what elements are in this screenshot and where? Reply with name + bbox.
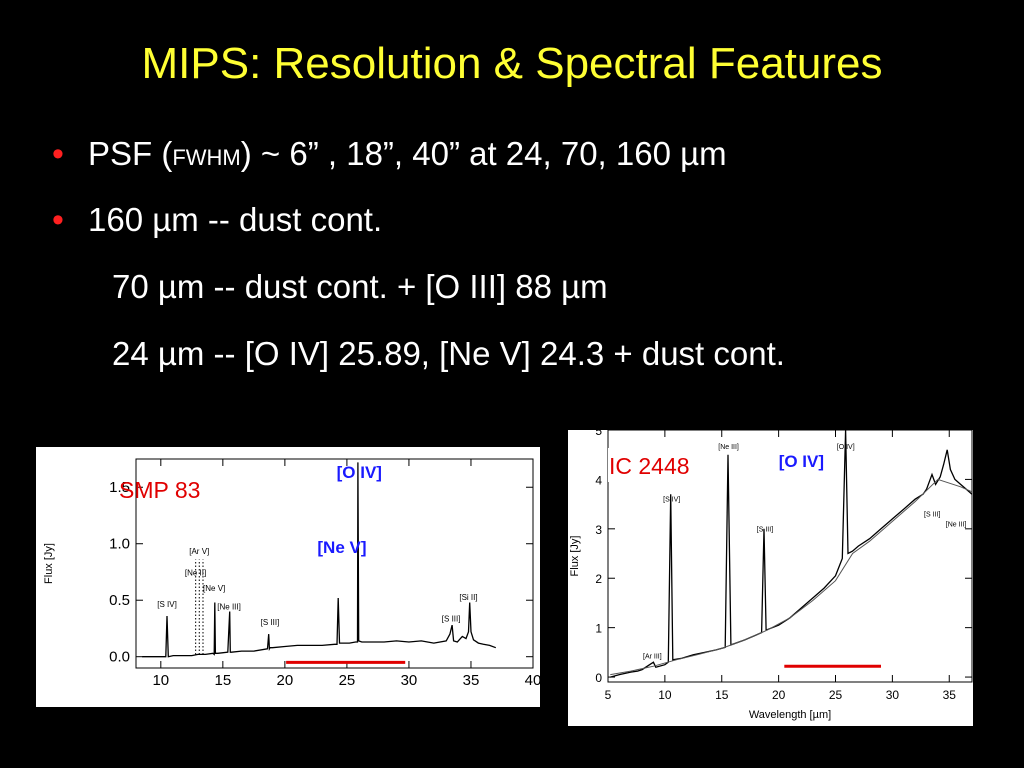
spectrum-series-2 bbox=[610, 478, 973, 676]
x-axis-label: Wavelength [µm] bbox=[749, 709, 831, 721]
bullet-dot: • bbox=[52, 201, 64, 239]
x-tick-label: 5 bbox=[605, 688, 612, 702]
bullet-text-post: ) ~ 6” , 18”, 40” at 24, 70, 160 µm bbox=[240, 135, 727, 172]
plot-frame bbox=[607, 430, 973, 683]
y-tick-label: 4 bbox=[595, 473, 602, 487]
x-tick-label: 35 bbox=[463, 672, 480, 689]
line-label: [S III] bbox=[757, 526, 773, 533]
line-label: [Ne V] bbox=[203, 584, 225, 593]
line-label: [Si II] bbox=[459, 593, 477, 602]
y-tick-label: 3 bbox=[595, 523, 602, 537]
line-label: [Ne V] bbox=[317, 538, 366, 557]
y-tick-label: 2 bbox=[595, 572, 602, 586]
object-label: SMP 83 bbox=[119, 477, 200, 503]
line-label: [Ar III] bbox=[643, 653, 662, 660]
x-tick-label: 35 bbox=[943, 688, 957, 702]
line-label: [S III] bbox=[442, 615, 461, 624]
y-tick-label: 1 bbox=[595, 622, 602, 636]
line-label: [S III] bbox=[924, 511, 940, 518]
bullet-text-fwhm: FWHM bbox=[172, 145, 241, 170]
subline-24: 24 µm -- [O IV] 25.89, [Ne V] 24.3 + dus… bbox=[112, 335, 785, 372]
y-axis-label: Flux [Jy] bbox=[43, 543, 55, 584]
y-tick-label: 0.5 bbox=[109, 592, 130, 609]
line-label: [Ne III] bbox=[718, 444, 739, 451]
spectrum-panel-ic2448: 5 10 15 20 25 30 35 0 1 2 3 4 5 Flux [Jy] Wavelength [… bbox=[568, 430, 973, 726]
x-tick-label: 40 bbox=[525, 672, 540, 689]
x-tick-label: 20 bbox=[772, 688, 786, 702]
x-tick-label: 10 bbox=[152, 672, 169, 689]
spectrum-panel-smp83: 10 15 20 25 30 35 40 0.0 0.5 1.0 1.5 Flux [Jy] [S IV… bbox=[36, 447, 540, 707]
spectrum-series-1 bbox=[610, 430, 973, 678]
y-tick-label: 0 bbox=[595, 671, 602, 685]
spectrum-plot-smp83: 10 15 20 25 30 35 40 0.0 0.5 1.0 1.5 Flux [Jy] [S IV… bbox=[43, 458, 540, 689]
y-axis-label: Flux [Jy] bbox=[569, 536, 581, 577]
y-tick-label: 5 bbox=[595, 430, 602, 438]
x-tick-label: 15 bbox=[215, 672, 232, 689]
object-label-bg bbox=[608, 448, 716, 482]
y-tick-label: 1.0 bbox=[109, 536, 130, 553]
x-tick-label: 20 bbox=[277, 672, 294, 689]
x-tick-label: 25 bbox=[339, 672, 356, 689]
bullet-dot: • bbox=[52, 135, 64, 173]
bullet-text: 160 µm -- dust cont. bbox=[88, 201, 383, 238]
x-tick-label: 25 bbox=[829, 688, 843, 702]
plot-frame bbox=[135, 458, 534, 669]
subline-70: 70 µm -- dust cont. + [O III] 88 µm bbox=[112, 268, 608, 305]
line-label: [Ne III] bbox=[217, 602, 241, 611]
spectrum-series-1 bbox=[142, 462, 497, 658]
line-label: [S IV] bbox=[157, 600, 177, 609]
object-label: IC 2448 bbox=[609, 453, 690, 479]
y-tick-label: 1.5 bbox=[109, 479, 130, 496]
line-label: [Ne II] bbox=[185, 568, 206, 577]
line-label: [Ne III] bbox=[946, 521, 967, 528]
line-label: [Ar V] bbox=[189, 547, 209, 556]
bullet-text: PSF (FWHM) ~ 6” , 18”, 40” at 24, 70, 16… bbox=[88, 132, 727, 180]
x-tick-label: 30 bbox=[886, 688, 900, 702]
line-label: [O IV] bbox=[837, 444, 855, 451]
x-tick-label: 15 bbox=[715, 688, 729, 702]
line-label: [S IV] bbox=[663, 497, 680, 504]
line-label: [O IV] bbox=[779, 452, 824, 471]
x-tick-label: 30 bbox=[401, 672, 418, 689]
x-tick-label: 10 bbox=[658, 688, 672, 702]
y-tick-label: 0.0 bbox=[109, 649, 130, 666]
slide-title: MIPS: Resolution & Spectral Features bbox=[141, 39, 883, 88]
line-label: [S III] bbox=[261, 618, 280, 627]
bullet-text-pre: PSF ( bbox=[88, 135, 173, 172]
line-label: [O IV] bbox=[337, 463, 382, 482]
spectrum-plot-ic2448: 5 10 15 20 25 30 35 0 1 2 3 4 5 Flux [Jy] Wavelength [… bbox=[569, 430, 973, 721]
